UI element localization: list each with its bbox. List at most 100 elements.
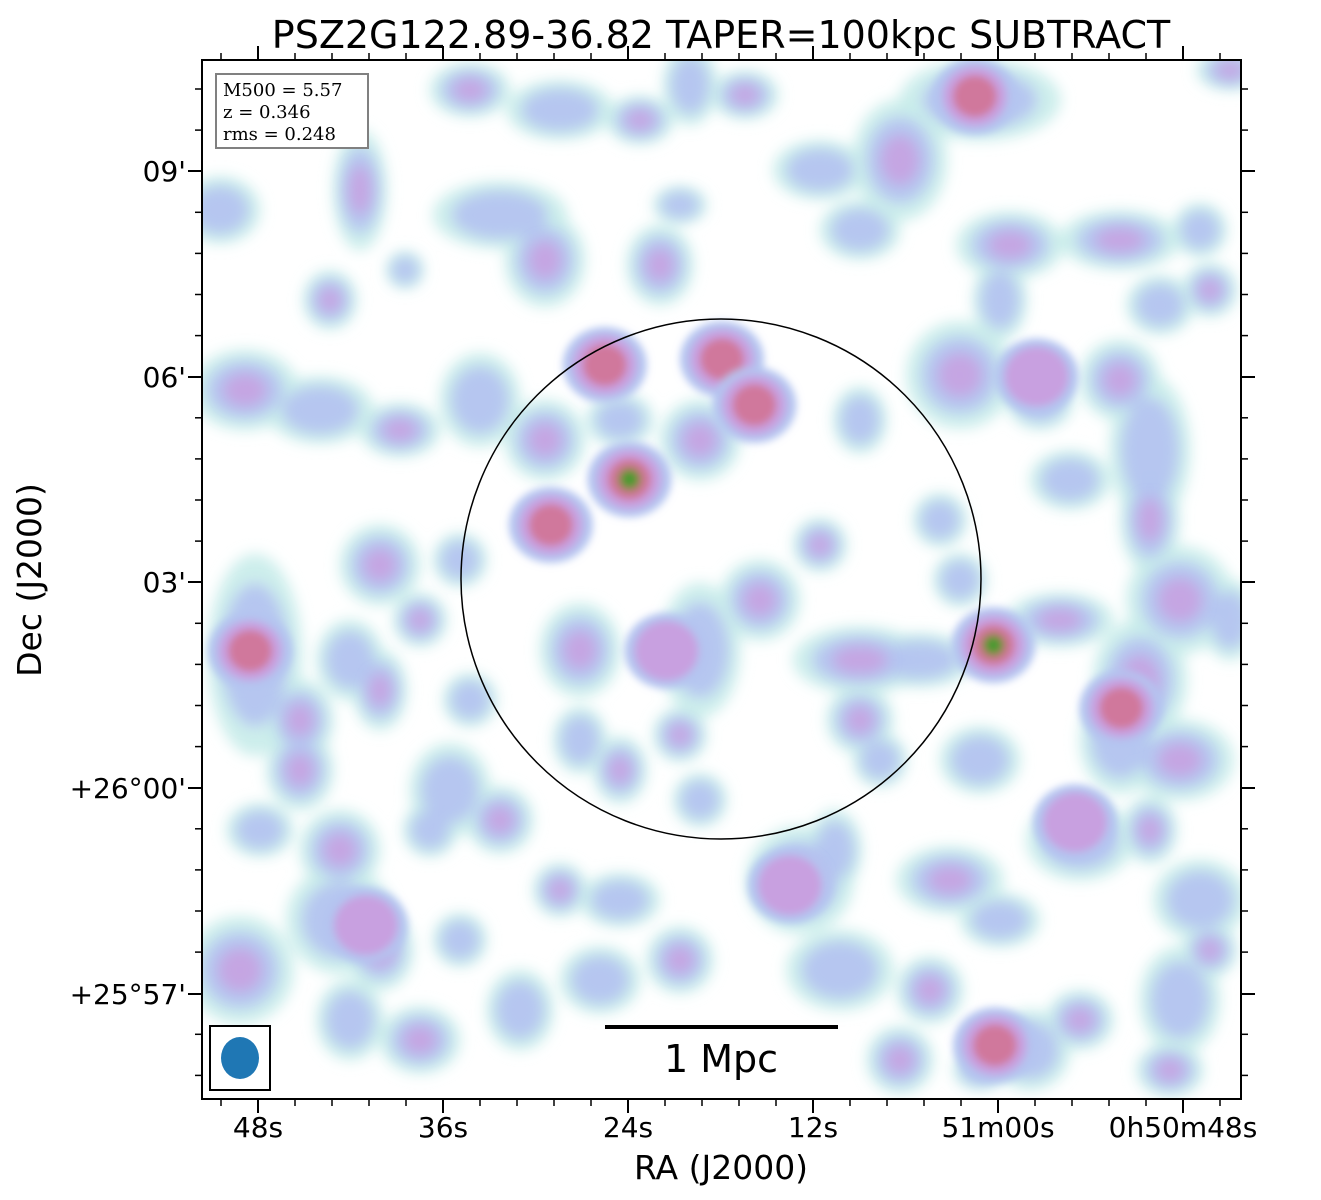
source-envelope	[1004, 346, 1069, 407]
mid-emission-blob	[363, 548, 397, 582]
y-tick-labels: 09' 06' 03' +26°00' +25°57'	[70, 155, 186, 1011]
low-emission-blob	[591, 881, 649, 919]
mid-emission-blob	[1066, 1007, 1094, 1033]
mid-emission-blob	[809, 534, 831, 556]
mid-emission-blob	[731, 85, 759, 105]
mid-emission-blob	[1158, 743, 1202, 777]
mid-emission-blob	[846, 706, 874, 734]
low-emission-blob	[861, 741, 899, 779]
mid-emission-blob	[916, 976, 944, 1004]
mid-emission-blob	[286, 703, 314, 737]
y-tick-label: +26°00'	[70, 772, 186, 805]
low-emission-blob	[1121, 397, 1179, 503]
source-core	[528, 504, 573, 547]
source-peak	[984, 636, 1003, 655]
low-emission-blob	[802, 941, 878, 999]
low-emission-blob	[451, 681, 489, 719]
low-emission-blob	[786, 149, 854, 191]
mid-emission-blob	[609, 756, 631, 784]
source-core	[699, 338, 744, 381]
mid-emission-blob	[409, 609, 431, 631]
y-tick-label: 06'	[143, 361, 186, 394]
mid-emission-blob	[218, 948, 262, 992]
mid-emission-blob	[1095, 227, 1145, 253]
low-emission-blob	[441, 541, 479, 579]
low-emission-blob	[1211, 591, 1241, 649]
low-emission-blob	[496, 981, 544, 1039]
low-emission-blob	[236, 811, 284, 849]
mid-emission-blob	[743, 583, 777, 617]
x-tick-label: 12s	[788, 1111, 838, 1144]
x-tick-label: 51m00s	[941, 1111, 1054, 1144]
source-peak	[620, 470, 639, 489]
radio-source	[587, 441, 672, 518]
radio-source	[994, 338, 1079, 415]
plot-frame	[201, 59, 1242, 1100]
y-tick-label: 09'	[143, 155, 186, 188]
source-core	[732, 383, 777, 426]
low-emission-blob	[941, 561, 979, 599]
axis-ticks	[188, 46, 1255, 1113]
info-box: M500 = 5.57 z = 0.346 rms = 0.248	[215, 73, 369, 149]
mid-emission-blob	[223, 373, 267, 407]
beam-box	[209, 1025, 271, 1091]
source-envelope	[634, 620, 699, 681]
low-emission-blob	[1136, 284, 1184, 326]
x-tick-labels: 48s 36s 24s 12s 51m00s 0h50m48s	[233, 1111, 1257, 1144]
low-emission-blob	[326, 991, 374, 1049]
low-emission-blob	[1181, 211, 1219, 249]
low-emission-blob	[421, 756, 479, 824]
low-emission-blob	[1166, 871, 1234, 929]
source-core	[1099, 686, 1144, 729]
mid-emission-blob	[349, 165, 371, 215]
mid-emission-blob	[486, 806, 514, 834]
radio-source	[562, 326, 647, 403]
mid-emission-blob	[646, 248, 674, 282]
mid-emission-blob	[1158, 578, 1202, 622]
radio-source	[932, 60, 1017, 135]
source-core	[228, 629, 273, 672]
radio-source	[747, 847, 832, 924]
mid-emission-blob	[1139, 816, 1161, 844]
mid-emission-blob	[938, 353, 982, 397]
low-emission-blob	[326, 631, 374, 689]
low-emission-blob	[202, 186, 249, 234]
mid-emission-blob	[1038, 609, 1082, 631]
y-tick-label: 03'	[143, 566, 186, 599]
radio-source	[624, 612, 709, 689]
low-emission-blob	[981, 271, 1019, 329]
mid-emission-blob	[453, 79, 487, 101]
mid-emission-blob	[666, 946, 694, 974]
x-tick-label: 36s	[418, 1111, 468, 1144]
scale-bar-label: 1 Mpc	[664, 1037, 778, 1081]
low-emission-blob	[831, 209, 889, 251]
emission-map	[202, 60, 1241, 1097]
info-redshift: z = 0.346	[223, 102, 311, 123]
mid-emission-blob	[549, 879, 571, 901]
low-emission-blob	[841, 396, 879, 444]
low-emission-blob	[681, 781, 719, 819]
radio-source	[1033, 784, 1118, 861]
low-emission-blob	[522, 89, 598, 131]
source-envelope	[1043, 792, 1108, 853]
mid-emission-blob	[886, 1046, 914, 1074]
x-axis-label: RA (J2000)	[634, 1148, 808, 1187]
low-emission-blob	[951, 736, 1009, 784]
radio-source	[508, 487, 593, 564]
y-tick-label: +25°57'	[70, 978, 186, 1011]
low-emission-blob	[816, 821, 854, 879]
mid-emission-blob	[528, 423, 562, 457]
low-emission-blob	[451, 366, 509, 434]
r500-circle	[460, 318, 982, 840]
source-core	[952, 75, 997, 118]
source-envelope	[333, 895, 398, 956]
low-emission-blob	[391, 256, 419, 284]
mid-emission-blob	[1199, 939, 1221, 961]
radio-source	[712, 366, 797, 443]
low-emission-blob	[596, 401, 644, 439]
mid-emission-blob	[319, 287, 341, 313]
radio-source	[208, 612, 293, 689]
mid-emission-blob	[403, 1026, 437, 1054]
radio-source	[1079, 669, 1164, 746]
